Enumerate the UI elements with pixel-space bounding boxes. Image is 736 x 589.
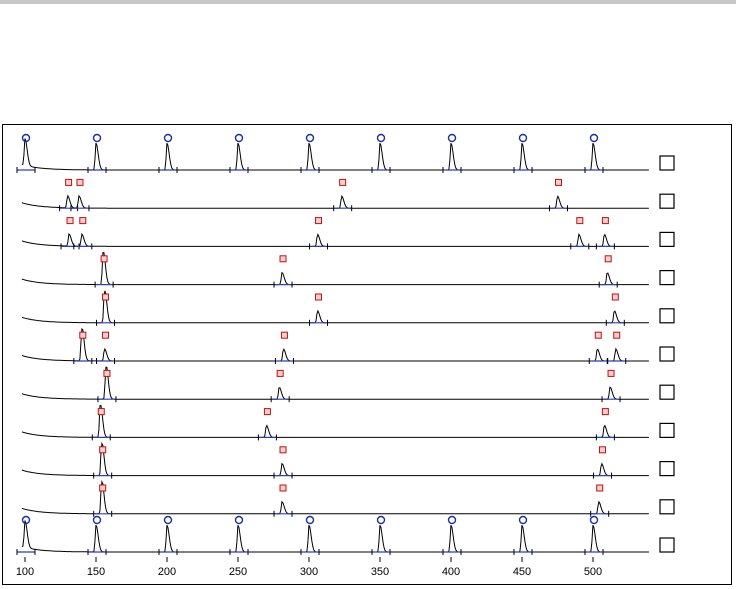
peak-square-marker xyxy=(611,293,619,301)
x-tick-label: 350 xyxy=(371,566,389,578)
peak-square-marker xyxy=(276,369,284,377)
peak-square-marker xyxy=(102,293,110,301)
peak-square-marker xyxy=(100,255,108,263)
lane-trace xyxy=(21,252,649,286)
x-tick-label: 100 xyxy=(16,566,34,578)
peak-circle-marker xyxy=(447,515,457,525)
peak-square-marker xyxy=(79,217,87,225)
lane-checkbox xyxy=(659,422,675,438)
peak-circle-marker xyxy=(21,133,31,143)
x-tick-label: 200 xyxy=(158,566,176,578)
lane-checkbox xyxy=(659,155,675,171)
lane-checkbox xyxy=(659,308,675,324)
x-tick-label: 450 xyxy=(513,566,531,578)
peak-square-marker xyxy=(66,217,74,225)
peak-square-marker xyxy=(594,331,602,339)
lane-checkbox xyxy=(659,270,675,286)
x-tick-label: 300 xyxy=(300,566,318,578)
lane-trace xyxy=(21,232,649,247)
peak-square-marker xyxy=(102,331,110,339)
lane-trace xyxy=(21,404,649,438)
peak-square-marker xyxy=(613,331,621,339)
traces-svg: 100 150 200 250 300 350 400 450 500 xyxy=(16,133,675,578)
peak-square-marker xyxy=(601,217,609,225)
x-tick-label: 250 xyxy=(229,566,247,578)
lane-trace xyxy=(21,194,649,209)
peak-square-marker xyxy=(576,217,584,225)
lane-checkbox xyxy=(659,193,675,209)
peak-circle-marker xyxy=(447,133,457,143)
peak-square-marker xyxy=(99,446,107,454)
peak-circle-marker xyxy=(92,133,102,143)
peak-square-marker xyxy=(280,331,288,339)
peak-circle-marker xyxy=(234,515,244,525)
peak-circle-marker xyxy=(589,133,599,143)
peak-circle-marker xyxy=(163,133,173,143)
x-tick-label: 150 xyxy=(87,566,105,578)
peak-square-marker xyxy=(604,255,612,263)
peak-circle-marker xyxy=(589,515,599,525)
peak-circle-marker xyxy=(518,515,528,525)
peak-square-marker xyxy=(279,446,287,454)
top-divider xyxy=(0,0,736,4)
peak-square-marker xyxy=(555,178,562,186)
peak-square-marker xyxy=(315,217,323,225)
peak-circle-marker xyxy=(21,515,31,525)
lane-trace xyxy=(21,327,649,362)
lane-trace xyxy=(21,479,649,515)
lane-checkbox xyxy=(659,461,675,477)
peak-square-marker xyxy=(76,178,84,186)
lane-checkbox xyxy=(659,231,675,248)
peak-square-marker xyxy=(99,484,107,492)
peak-circle-marker xyxy=(376,515,386,525)
peak-square-marker xyxy=(79,331,87,339)
x-tick-label: 500 xyxy=(584,566,602,578)
peak-circle-marker xyxy=(92,515,102,525)
peak-circle-marker xyxy=(305,515,315,525)
peak-square-marker xyxy=(315,293,323,301)
lane-trace xyxy=(21,290,649,324)
peak-circle-marker xyxy=(234,133,244,143)
peak-square-marker xyxy=(279,484,287,492)
peak-square-marker xyxy=(97,408,105,416)
peak-square-marker xyxy=(65,178,73,186)
lane-checkbox xyxy=(659,346,675,362)
peak-square-marker xyxy=(263,408,271,416)
electropherogram-panel: 100 150 200 250 300 350 400 450 500 xyxy=(2,124,732,585)
peak-circle-marker xyxy=(163,515,173,525)
lane-checkbox xyxy=(659,499,675,515)
peak-square-marker xyxy=(596,484,604,492)
peak-square-marker xyxy=(607,369,615,377)
lane-trace xyxy=(21,138,649,171)
lane-checkbox xyxy=(659,537,675,553)
peak-circle-marker xyxy=(305,133,315,143)
peak-circle-marker xyxy=(376,133,386,143)
lane-trace xyxy=(21,520,649,553)
x-tick-label: 400 xyxy=(442,566,460,578)
peak-square-marker xyxy=(599,446,607,454)
peak-square-marker xyxy=(339,178,347,186)
peak-square-marker xyxy=(103,369,111,377)
peak-square-marker xyxy=(279,255,287,263)
lane-trace xyxy=(21,441,649,477)
lane-trace xyxy=(21,366,649,400)
lane-checkbox xyxy=(659,384,675,400)
peak-square-marker xyxy=(601,408,609,416)
peak-circle-marker xyxy=(518,133,528,143)
